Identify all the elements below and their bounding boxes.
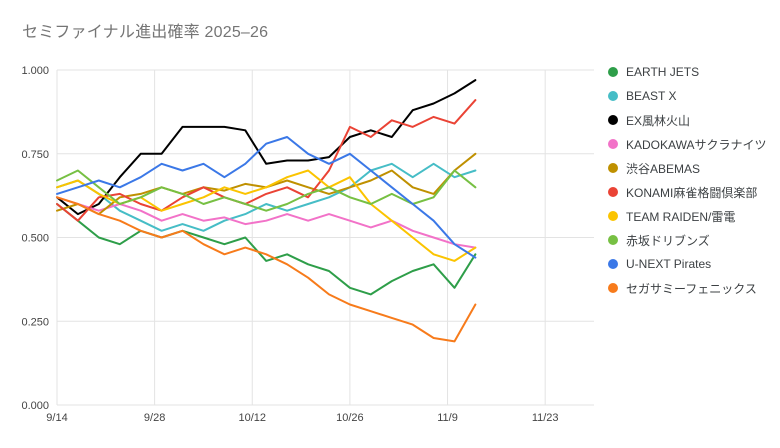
series-line [56, 203, 477, 296]
series-line [56, 196, 477, 249]
legend-dot-icon [608, 259, 618, 269]
legend-item: EARTH JETS [608, 60, 766, 84]
series-line [56, 79, 477, 216]
legend-dot-icon [608, 283, 618, 293]
legend-dot-icon [608, 91, 618, 101]
legend-item: TEAM RAIDEN/雷電 [608, 204, 766, 228]
legend-item: 赤坂ドリブンズ [608, 228, 766, 252]
legend-dot-icon [608, 67, 618, 77]
legend-item: セガサミーフェニックス [608, 276, 766, 300]
legend: EARTH JETS BEAST X EX風林火山 KADOKAWAサクラナイツ 渋谷A… [608, 60, 766, 300]
x-tick-label: 10/26 [336, 412, 364, 424]
legend-dot-icon [608, 211, 618, 221]
legend-dot-icon [608, 139, 618, 149]
legend-dot-icon [608, 115, 618, 125]
series-line [56, 196, 477, 343]
x-tick-label: 9/28 [144, 412, 165, 424]
legend-item: U-NEXT Pirates [608, 252, 766, 276]
y-tick-label: 0.500 [21, 233, 49, 245]
legend-label: EARTH JETS [626, 65, 700, 79]
legend-dot-icon [608, 163, 618, 173]
y-tick-label: 1.000 [21, 65, 49, 77]
legend-item: BEAST X [608, 84, 766, 108]
y-tick-label: 0.250 [21, 316, 49, 328]
legend-label: 赤坂ドリブンズ [626, 233, 710, 248]
legend-item: EX風林火山 [608, 108, 766, 132]
chart-title: セミファイナル進出確率 2025–26 [22, 24, 269, 41]
x-tick-label: 9/14 [46, 412, 67, 424]
series-line [56, 169, 477, 212]
legend-label: 渋谷ABEMAS [626, 161, 701, 176]
x-tick-label: 10/12 [239, 412, 267, 424]
x-tick-label: 11/23 [532, 412, 559, 424]
legend-dot-icon [608, 187, 618, 197]
legend-label: KADOKAWAサクラナイツ [626, 137, 767, 152]
series-line [56, 136, 477, 259]
legend-label: U-NEXT Pirates [626, 257, 712, 271]
y-tick-label: 0.000 [21, 400, 49, 412]
legend-label: セガサミーフェニックス [626, 281, 757, 296]
legend-item: KADOKAWAサクラナイツ [608, 132, 766, 156]
y-tick-label: 0.750 [21, 149, 49, 161]
legend-item: KONAMI麻雀格闘倶楽部 [608, 180, 766, 204]
series-line [56, 99, 477, 222]
legend-label: BEAST X [626, 89, 677, 103]
legend-label: TEAM RAIDEN/雷電 [626, 209, 736, 224]
series-line [56, 162, 477, 232]
legend-label: EX風林火山 [626, 113, 691, 128]
x-tick-label: 11/9 [437, 412, 458, 424]
series-line [56, 169, 477, 262]
legend-item: 渋谷ABEMAS [608, 156, 766, 180]
legend-label: KONAMI麻雀格闘倶楽部 [626, 185, 758, 200]
legend-dot-icon [608, 235, 618, 245]
